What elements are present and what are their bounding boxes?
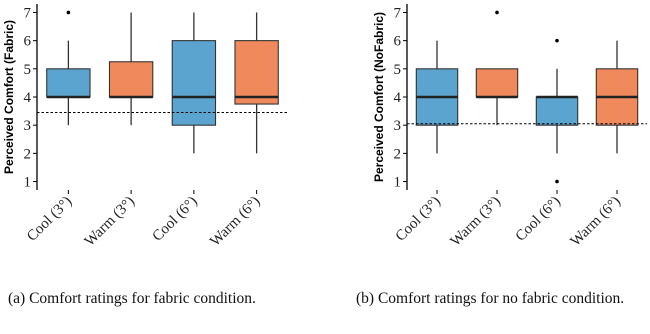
x-tick-label: Warm (6°) xyxy=(568,194,624,250)
box-3 xyxy=(171,12,217,154)
x-tick-label: Warm (3°) xyxy=(82,194,138,250)
y-tick-label: 4 xyxy=(24,90,32,106)
y-tick-label: 3 xyxy=(394,118,402,134)
y-tick-label: 1 xyxy=(24,175,32,191)
box-1 xyxy=(46,10,91,126)
y-tick-label: 5 xyxy=(394,62,402,78)
box-body xyxy=(475,68,519,98)
box-body xyxy=(171,40,217,126)
x-tick-label: Warm (3°) xyxy=(448,194,504,250)
y-tick-label: 6 xyxy=(24,34,32,50)
x-tick-label: Cool (3°) xyxy=(24,194,75,245)
x-tick-label: Cool (6°) xyxy=(513,194,564,245)
box-body xyxy=(108,61,154,98)
y-tick-label: 7 xyxy=(394,5,402,21)
y-tick-label: 1 xyxy=(394,175,402,191)
caption-a: (a) Comfort ratings for fabric condition… xyxy=(8,290,256,307)
y-tick-label: 3 xyxy=(24,118,32,134)
y-tick-label: 6 xyxy=(394,34,402,50)
chart-panel-b: 1 2 3 4 5 6 7 Perceived Comfort (NoFabric) Cool … xyxy=(372,4,647,250)
box-3 xyxy=(535,38,579,184)
box-4 xyxy=(234,12,279,154)
box-4 xyxy=(595,40,639,154)
outlier-point xyxy=(555,38,559,43)
y-tick-label: 2 xyxy=(24,146,32,162)
chart-panel-a: 1 2 3 4 5 6 7 Perceived Comfort (Fabric) Cool (3… xyxy=(2,4,288,250)
box-body xyxy=(46,68,91,98)
y-axis-title: Perceived Comfort (Fabric) xyxy=(2,20,16,174)
y-tick-label: 4 xyxy=(394,90,402,106)
outlier-point xyxy=(66,10,71,15)
box-1 xyxy=(415,40,459,154)
box-2 xyxy=(108,12,154,126)
box-2 xyxy=(475,10,519,126)
box-body xyxy=(234,40,279,105)
x-tick-label: Cool (3°) xyxy=(393,194,444,245)
outlier-point xyxy=(495,10,499,15)
caption-b: (b) Comfort ratings for no fabric condit… xyxy=(356,290,625,307)
y-tick-label: 7 xyxy=(24,5,32,21)
y-axis-title: Perceived Comfort (NoFabric) xyxy=(372,12,386,182)
box-body xyxy=(535,96,579,126)
x-tick-label: Cool (6°) xyxy=(149,194,200,245)
y-tick-label: 2 xyxy=(394,146,402,162)
outlier-point xyxy=(555,179,559,184)
y-tick-label: 5 xyxy=(24,62,32,78)
x-tick-label: Warm (6°) xyxy=(207,194,263,250)
